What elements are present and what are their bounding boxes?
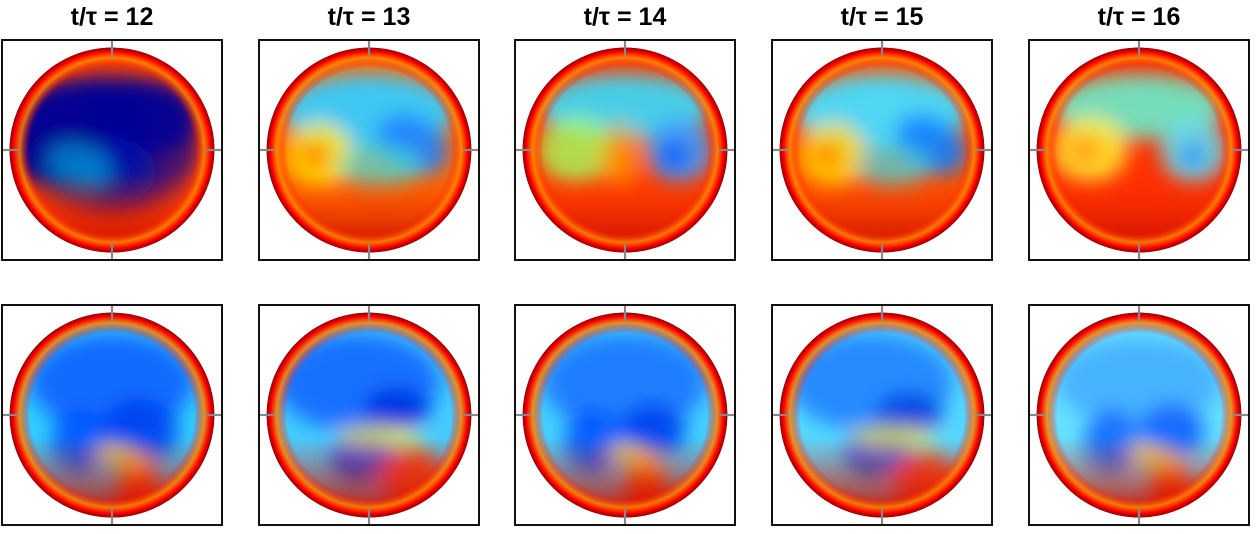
field-rim bbox=[266, 47, 472, 253]
colormap-field bbox=[779, 312, 985, 518]
colormap-field bbox=[1036, 47, 1242, 253]
field-rim bbox=[1036, 312, 1242, 518]
field-rim bbox=[9, 47, 215, 253]
colormap-field bbox=[779, 47, 985, 253]
colormap-panel-t12-top bbox=[1, 39, 223, 261]
colormap-field bbox=[522, 312, 728, 518]
colormap-panel-t16-top bbox=[1028, 39, 1250, 261]
colormap-field bbox=[266, 47, 472, 253]
colormap-field bbox=[9, 47, 215, 253]
field-rim bbox=[522, 47, 728, 253]
colormap-field bbox=[522, 47, 728, 253]
colormap-field bbox=[1036, 312, 1242, 518]
panel-label-15: t/τ = 15 bbox=[840, 3, 924, 31]
colormap-panel-t14-top bbox=[514, 39, 736, 261]
panel-label-16: t/τ = 16 bbox=[1097, 3, 1181, 31]
colormap-panel-t15-top bbox=[771, 39, 993, 261]
field-rim bbox=[9, 312, 215, 518]
colormap-panel-t15-bottom bbox=[771, 304, 993, 526]
colormap-panel-t12-bottom bbox=[1, 304, 223, 526]
field-rim bbox=[779, 47, 985, 253]
panel-label-14: t/τ = 14 bbox=[583, 3, 667, 31]
colormap-field bbox=[266, 312, 472, 518]
field-rim bbox=[779, 312, 985, 518]
colormap-panel-t13-bottom bbox=[258, 304, 480, 526]
field-rim bbox=[266, 312, 472, 518]
panel-label-12: t/τ = 12 bbox=[70, 3, 154, 31]
colormap-panel-t14-bottom bbox=[514, 304, 736, 526]
colormap-panel-t13-top bbox=[258, 39, 480, 261]
field-rim bbox=[522, 312, 728, 518]
colormap-panel-t16-bottom bbox=[1028, 304, 1250, 526]
colormap-field bbox=[9, 312, 215, 518]
field-rim bbox=[1036, 47, 1242, 253]
panel-label-13: t/τ = 13 bbox=[327, 3, 411, 31]
